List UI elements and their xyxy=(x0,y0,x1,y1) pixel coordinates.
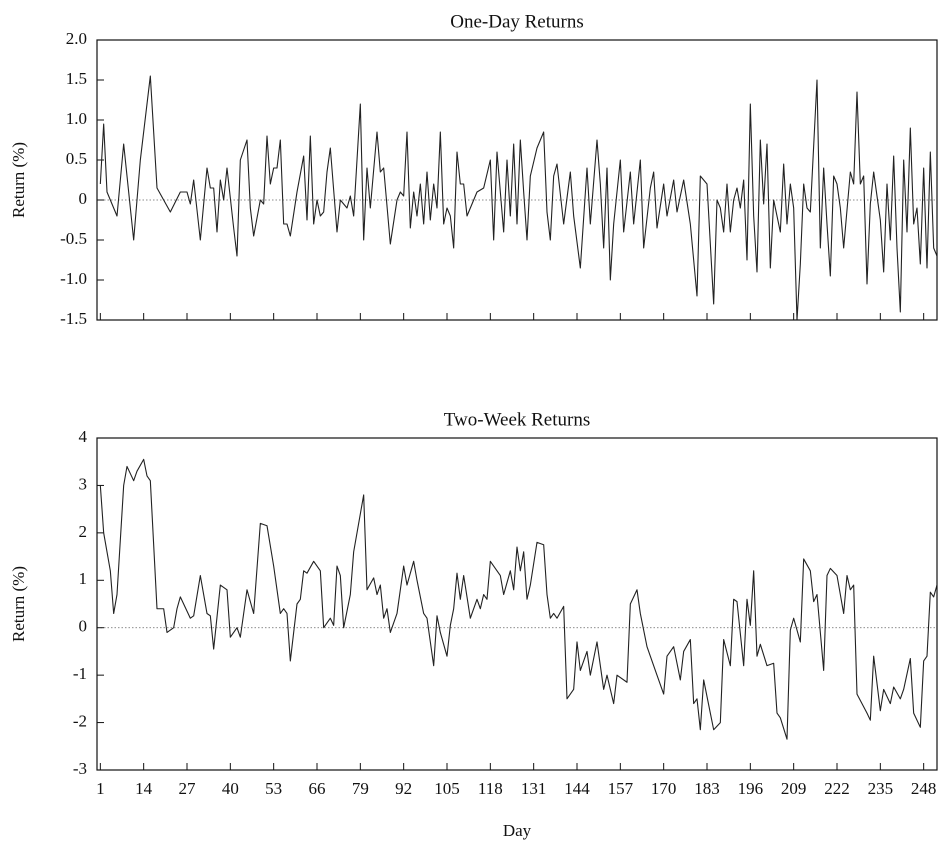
y-tick-label: 2.0 xyxy=(66,29,87,48)
y-tick-label: 4 xyxy=(79,427,88,446)
x-tick-label: 118 xyxy=(478,779,503,798)
x-tick-label: 1 xyxy=(96,779,105,798)
x-tick-label: 79 xyxy=(352,779,369,798)
y-axis-label: Return (%) xyxy=(9,142,28,218)
y-tick-label: -1.0 xyxy=(60,269,87,288)
y-tick-label: 0.5 xyxy=(66,149,87,168)
chart-title: Two-Week Returns xyxy=(444,409,590,430)
x-tick-label: 131 xyxy=(521,779,547,798)
y-tick-label: -3 xyxy=(73,759,87,778)
x-tick-label: 14 xyxy=(135,779,153,798)
chart-title: One-Day Returns xyxy=(450,11,584,32)
x-tick-label: 40 xyxy=(222,779,239,798)
x-tick-label: 144 xyxy=(564,779,590,798)
plot-frame xyxy=(96,39,938,321)
x-tick-label: 235 xyxy=(868,779,894,798)
y-tick-label: 0 xyxy=(79,617,88,636)
data-line xyxy=(99,75,938,321)
y-tick-label: 3 xyxy=(79,474,88,493)
x-tick-label: 170 xyxy=(651,779,677,798)
y-tick-label: -2 xyxy=(73,711,87,730)
x-axis-label: Day xyxy=(503,821,532,840)
y-tick-label: 0 xyxy=(79,189,88,208)
y-tick-label: -1.5 xyxy=(60,309,87,328)
y-tick-label: -1 xyxy=(73,664,87,683)
data-line xyxy=(99,458,938,740)
x-tick-label: 196 xyxy=(738,779,764,798)
x-tick-label: 222 xyxy=(824,779,850,798)
x-tick-label: 157 xyxy=(608,779,634,798)
x-tick-label: 209 xyxy=(781,779,807,798)
x-tick-label: 53 xyxy=(265,779,282,798)
x-tick-label: 105 xyxy=(434,779,460,798)
y-axis-label: Return (%) xyxy=(9,566,28,642)
y-tick-label: 2 xyxy=(79,522,88,541)
x-tick-label: 183 xyxy=(694,779,720,798)
x-tick-label: 66 xyxy=(309,779,326,798)
plot-frame xyxy=(96,437,938,771)
y-tick-label: -0.5 xyxy=(60,229,87,248)
y-tick-label: 1 xyxy=(79,569,88,588)
x-tick-label: 248 xyxy=(911,779,937,798)
x-tick-label: 27 xyxy=(179,779,197,798)
y-tick-label: 1.0 xyxy=(66,109,87,128)
y-tick-label: 1.5 xyxy=(66,69,87,88)
x-tick-label: 92 xyxy=(395,779,412,798)
